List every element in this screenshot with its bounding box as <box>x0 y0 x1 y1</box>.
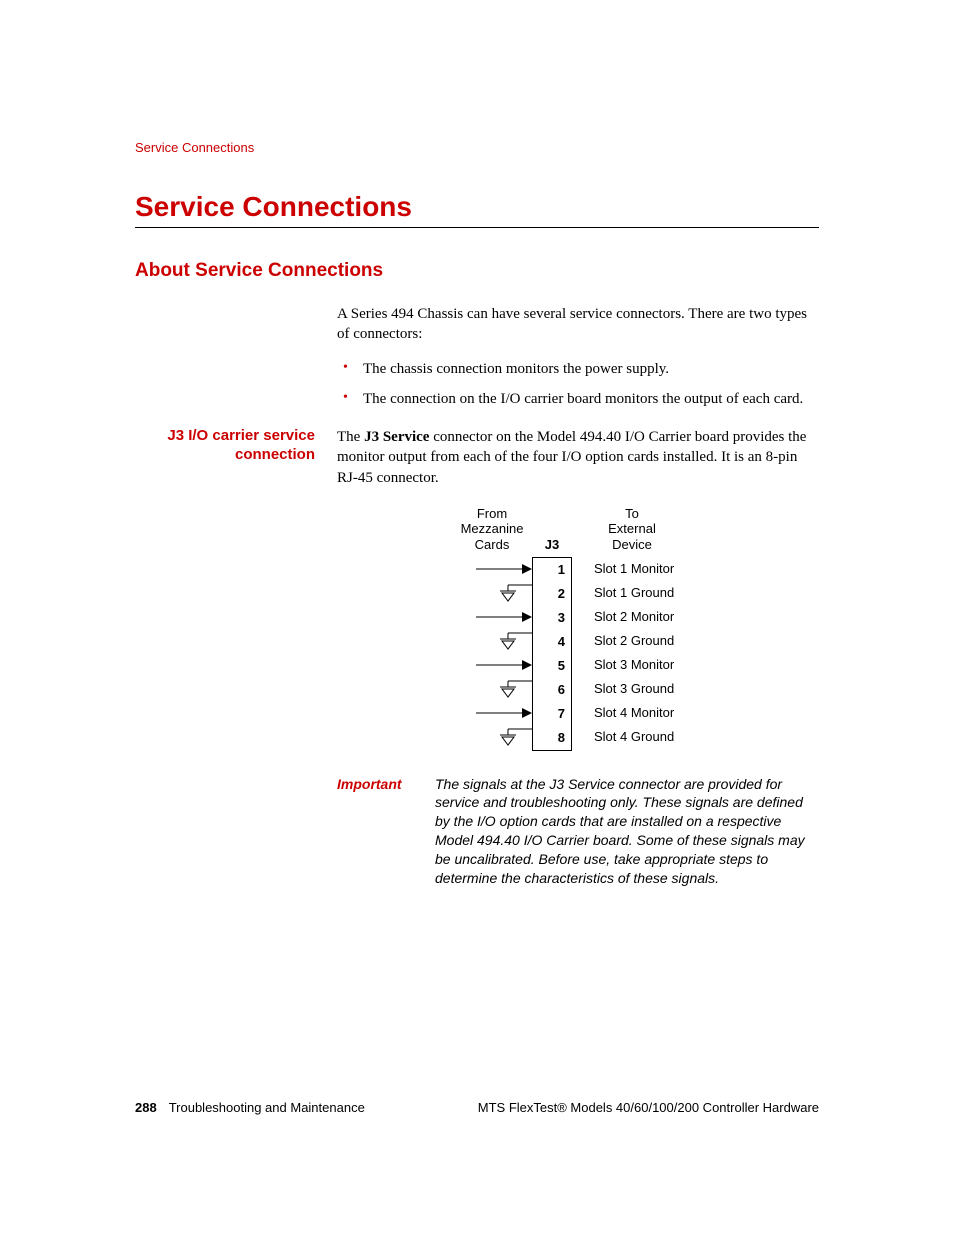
pin-number: 4 <box>533 630 571 654</box>
pin-label: Slot 2 Monitor <box>572 605 704 629</box>
pin-number: 1 <box>533 558 571 582</box>
important-note: Important The signals at the J3 Service … <box>337 775 819 888</box>
intro-block: A Series 494 Chassis can have several se… <box>135 304 819 427</box>
pin-label: Slot 2 Ground <box>572 629 704 653</box>
bullet-item: The chassis connection monitors the powe… <box>337 359 819 379</box>
arrow-icon <box>452 701 532 725</box>
pinout-diagram: FromMezzanineCards J3 ToExternalDevice 1… <box>337 506 819 751</box>
page-number: 288 <box>135 1100 157 1115</box>
important-label: Important <box>337 775 415 888</box>
footer-right-text: MTS FlexTest® Models 40/60/100/200 Contr… <box>478 1100 819 1115</box>
arrow-icon <box>452 557 532 581</box>
arrow-icon <box>452 605 532 629</box>
important-text: The signals at the J3 Service connector … <box>435 775 819 888</box>
bullet-list: The chassis connection monitors the powe… <box>337 359 819 410</box>
pin-number: 5 <box>533 654 571 678</box>
page-footer: 288 Troubleshooting and Maintenance MTS F… <box>135 1100 819 1115</box>
intro-paragraph: A Series 494 Chassis can have several se… <box>337 304 819 345</box>
pin-label: Slot 3 Ground <box>572 677 704 701</box>
footer-left-text: Troubleshooting and Maintenance <box>169 1100 365 1115</box>
subsection-title: About Service Connections <box>135 260 819 282</box>
running-header: Service Connections <box>135 140 819 155</box>
footer-left: 288 Troubleshooting and Maintenance <box>135 1100 365 1115</box>
j3-bold: J3 Service <box>364 429 429 445</box>
pin-number: 6 <box>533 678 571 702</box>
pin-number: 3 <box>533 606 571 630</box>
side-label-empty <box>135 304 315 427</box>
pin-label: Slot 4 Monitor <box>572 701 704 725</box>
ground-icon <box>452 677 532 701</box>
intro-body: A Series 494 Chassis can have several se… <box>337 304 819 427</box>
pin-number: 7 <box>533 702 571 726</box>
pin-label: Slot 1 Monitor <box>572 557 704 581</box>
pin-label: Slot 4 Ground <box>572 725 704 749</box>
arrow-icon <box>452 653 532 677</box>
diagram-header-mid: J3 <box>532 537 572 553</box>
ground-icon <box>452 725 532 749</box>
pin-number: 8 <box>533 726 571 750</box>
ground-icon <box>452 629 532 653</box>
pin-label: Slot 1 Ground <box>572 581 704 605</box>
j3-body: The J3 Service connector on the Model 49… <box>337 427 819 888</box>
ground-icon <box>452 581 532 605</box>
j3-side-label: J3 I/O carrier service connection <box>135 427 315 888</box>
bullet-item: The connection on the I/O carrier board … <box>337 389 819 409</box>
j3-prefix: The <box>337 429 364 445</box>
section-title: Service Connections <box>135 191 819 228</box>
diagram-header-right: ToExternalDevice <box>572 506 692 553</box>
pin-number: 2 <box>533 582 571 606</box>
j3-block: J3 I/O carrier service connection The J3… <box>135 427 819 888</box>
pin-label: Slot 3 Monitor <box>572 653 704 677</box>
diagram-header-left: FromMezzanineCards <box>452 506 532 553</box>
j3-paragraph: The J3 Service connector on the Model 49… <box>337 427 819 488</box>
